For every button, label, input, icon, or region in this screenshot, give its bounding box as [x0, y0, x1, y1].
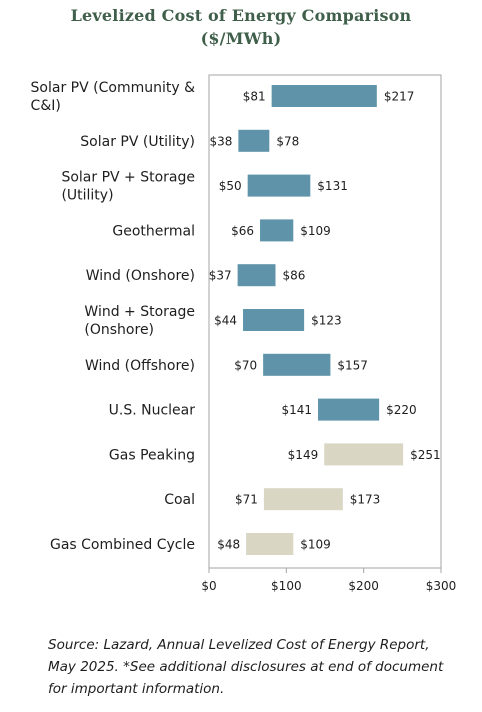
- high-value-label: $217: [384, 90, 415, 104]
- range-bar: [237, 264, 276, 287]
- high-value-label: $78: [276, 134, 299, 148]
- category-label: Solar PV (Utility): [80, 134, 195, 150]
- low-value-label: $149: [288, 448, 319, 462]
- category-label: Geothermal: [112, 223, 195, 239]
- category-label: Solar PV (Community & C&I): [31, 80, 196, 114]
- range-bar: [324, 443, 404, 466]
- range-bar: [318, 398, 380, 421]
- x-tick-label: $0: [201, 579, 216, 593]
- range-bar: [260, 219, 294, 242]
- x-tick-label: $200: [348, 579, 379, 593]
- range-bar: [263, 353, 331, 376]
- low-value-label: $50: [219, 179, 242, 193]
- range-bar: [247, 174, 311, 197]
- plot-frame: [208, 74, 442, 569]
- low-value-label: $141: [281, 403, 312, 417]
- category-label: Wind + Storage (Onshore): [84, 304, 195, 338]
- range-bar: [271, 85, 377, 107]
- low-value-label: $70: [234, 358, 257, 372]
- x-tick-label: $100: [271, 579, 302, 593]
- range-bar: [238, 129, 270, 152]
- range-bar: [243, 309, 305, 331]
- high-value-label: $173: [350, 493, 381, 507]
- category-label: Solar PV + Storage (Utility): [61, 170, 195, 204]
- high-value-label: $86: [283, 269, 306, 283]
- low-value-label: $44: [214, 314, 237, 328]
- category-label: Coal: [164, 492, 195, 508]
- x-tick-label: $300: [426, 579, 457, 593]
- high-value-label: $157: [337, 358, 368, 372]
- source-note: Source: Lazard, Annual Levelized Cost of…: [48, 637, 444, 697]
- high-value-label: $123: [311, 314, 342, 328]
- range-bar: [263, 488, 343, 511]
- category-label: U.S. Nuclear: [109, 403, 196, 419]
- low-value-label: $38: [209, 134, 232, 148]
- chart-subtitle: ($/MWh): [200, 29, 282, 48]
- high-value-label: $109: [300, 224, 331, 238]
- high-value-label: $109: [300, 538, 331, 552]
- high-value-label: $220: [386, 403, 417, 417]
- low-value-label: $66: [231, 224, 254, 238]
- low-value-label: $71: [235, 493, 258, 507]
- high-value-label: $251: [410, 448, 441, 462]
- category-label: Gas Combined Cycle: [50, 537, 195, 553]
- category-label: Wind (Onshore): [86, 268, 195, 284]
- high-value-label: $131: [317, 179, 348, 193]
- low-value-label: $81: [243, 90, 266, 104]
- low-value-label: $48: [217, 538, 240, 552]
- category-label: Gas Peaking: [109, 447, 195, 463]
- chart-title: Levelized Cost of Energy Comparison: [70, 6, 412, 25]
- category-label: Wind (Offshore): [85, 358, 195, 374]
- low-value-label: $37: [209, 269, 232, 283]
- range-bar: [246, 533, 294, 555]
